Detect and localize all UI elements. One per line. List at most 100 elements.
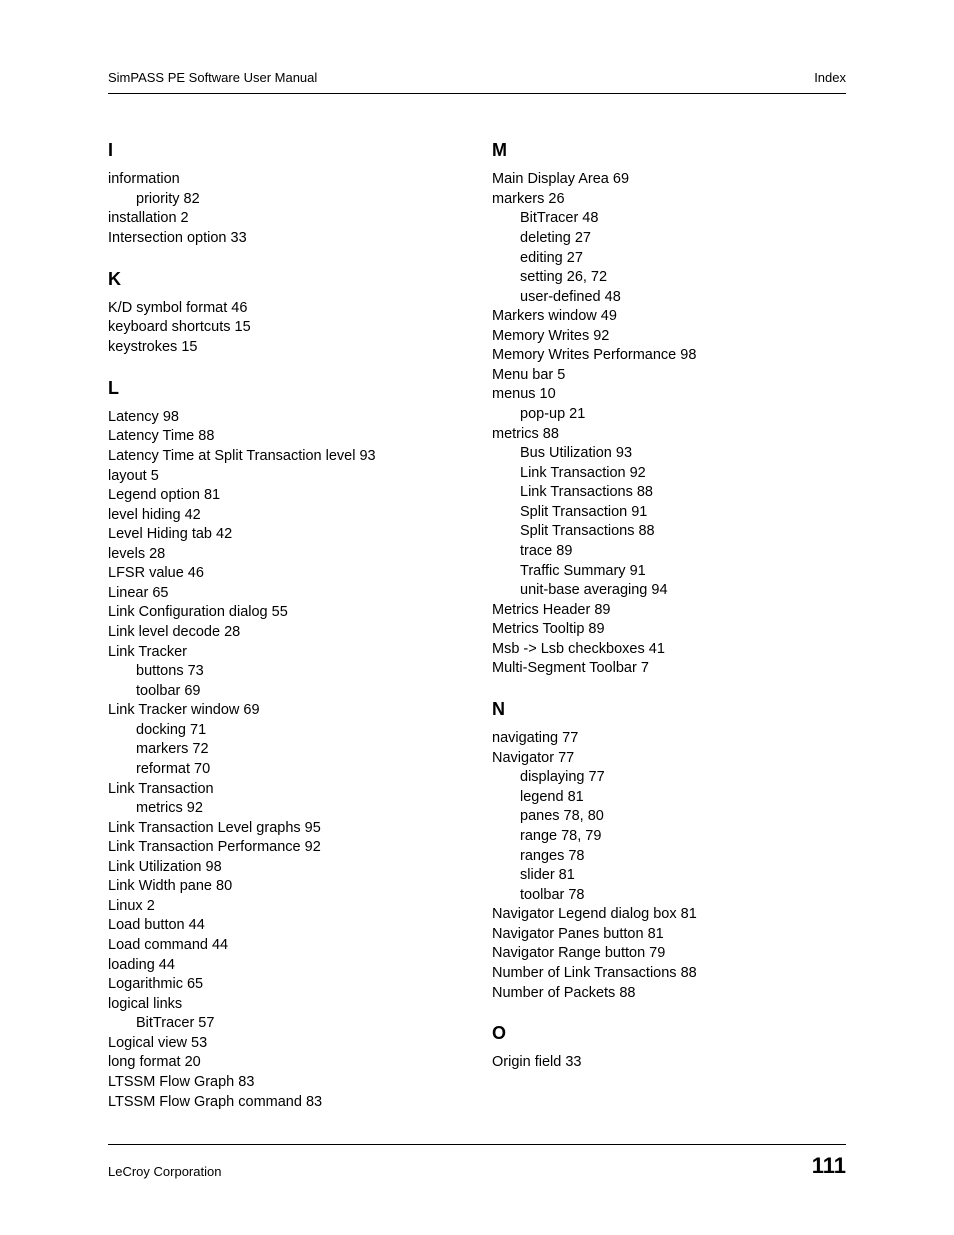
index-entry: navigating 77 [492,729,846,749]
running-header: SimPASS PE Software User Manual Index [108,70,846,94]
index-entry: LTSSM Flow Graph command 83 [108,1093,462,1113]
index-entry: Intersection option 33 [108,229,462,249]
index-entry: Latency 98 [108,408,462,428]
index-subentry: trace 89 [492,542,846,562]
index-entry: keyboard shortcuts 15 [108,318,462,338]
index-entry: Link Configuration dialog 55 [108,603,462,623]
index-entry: Memory Writes Performance 98 [492,346,846,366]
index-entry: Memory Writes 92 [492,327,846,347]
index-entry: Origin field 33 [492,1053,846,1073]
index-entry: loading 44 [108,956,462,976]
index-entry: Link Width pane 80 [108,877,462,897]
index-entry: Link Transaction Performance 92 [108,838,462,858]
index-entry: installation 2 [108,209,462,229]
index-entry: Link Tracker [108,643,462,663]
index-entry: Link Transaction Level graphs 95 [108,819,462,839]
index-subentry: Link Transactions 88 [492,483,846,503]
index-entry: Latency Time 88 [108,427,462,447]
index-entry: LTSSM Flow Graph 83 [108,1073,462,1093]
index-entry: Markers window 49 [492,307,846,327]
index-entry: keystrokes 15 [108,338,462,358]
index-entry: long format 20 [108,1053,462,1073]
index-column-left: Iinformationpriority 82installation 2Int… [108,138,462,1112]
index-subentry: range 78, 79 [492,827,846,847]
header-left: SimPASS PE Software User Manual [108,70,317,85]
index-entry: Multi-Segment Toolbar 7 [492,659,846,679]
index-entry: Latency Time at Split Transaction level … [108,447,462,467]
index-entry: information [108,170,462,190]
header-right: Index [814,70,846,85]
index-subentry: pop-up 21 [492,405,846,425]
index-subentry: priority 82 [108,190,462,210]
index-entry: Logical view 53 [108,1034,462,1054]
index-subentry: toolbar 78 [492,886,846,906]
index-entry: Link Transaction [108,780,462,800]
index-column-right: M Main Display Area 69markers 26BitTracer… [492,138,846,1112]
index-columns: Iinformationpriority 82installation 2Int… [108,138,846,1112]
index-entry: metrics 88 [492,425,846,445]
index-subentry: toolbar 69 [108,682,462,702]
running-footer: LeCroy Corporation 111 [108,1144,846,1179]
index-subentry: Split Transaction 91 [492,503,846,523]
index-entry: Metrics Tooltip 89 [492,620,846,640]
page-number: 111 [812,1153,846,1179]
index-entry: Metrics Header 89 [492,601,846,621]
index-entry: Number of Link Transactions 88 [492,964,846,984]
index-entry: Main Display Area 69 [492,170,846,190]
index-entry: markers 26 [492,190,846,210]
index-subentry: BitTracer 57 [108,1014,462,1034]
footer-left: LeCroy Corporation [108,1164,221,1179]
index-subentry: docking 71 [108,721,462,741]
index-entry: Logarithmic 65 [108,975,462,995]
index-entry: Linear 65 [108,584,462,604]
index-subentry: user-defined 48 [492,288,846,308]
index-entry: layout 5 [108,467,462,487]
index-entry: Navigator 77 [492,749,846,769]
index-subentry: metrics 92 [108,799,462,819]
index-entry: Navigator Legend dialog box 81 [492,905,846,925]
index-entry: Menu bar 5 [492,366,846,386]
index-subentry: buttons 73 [108,662,462,682]
index-subentry: reformat 70 [108,760,462,780]
index-entry: Navigator Range button 79 [492,944,846,964]
index-subentry: Split Transactions 88 [492,522,846,542]
section-letter: L [108,376,462,400]
index-entry: Legend option 81 [108,486,462,506]
index-subentry: setting 26, 72 [492,268,846,288]
index-subentry: editing 27 [492,249,846,269]
index-entry: LFSR value 46 [108,564,462,584]
index-entry: Load command 44 [108,936,462,956]
index-subentry: ranges 78 [492,847,846,867]
index-entry: Link Utilization 98 [108,858,462,878]
index-entry: Linux 2 [108,897,462,917]
section-letter: N [492,697,846,721]
index-subentry: displaying 77 [492,768,846,788]
index-subentry: unit-base averaging 94 [492,581,846,601]
section-letter: I [108,138,462,162]
index-entry: menus 10 [492,385,846,405]
index-entry: Msb -> Lsb checkboxes 41 [492,640,846,660]
index-entry: Level Hiding tab 42 [108,525,462,545]
index-entry: Number of Packets 88 [492,984,846,1004]
index-subentry: deleting 27 [492,229,846,249]
index-entry: Navigator Panes button 81 [492,925,846,945]
index-subentry: markers 72 [108,740,462,760]
index-subentry: legend 81 [492,788,846,808]
section-letter: M [492,138,846,162]
section-letter: K [108,267,462,291]
index-subentry: panes 78, 80 [492,807,846,827]
index-entry: Link Tracker window 69 [108,701,462,721]
index-subentry: slider 81 [492,866,846,886]
index-entry: level hiding 42 [108,506,462,526]
index-entry: Link level decode 28 [108,623,462,643]
index-entry: K/D symbol format 46 [108,299,462,319]
index-subentry: Link Transaction 92 [492,464,846,484]
page: SimPASS PE Software User Manual Index Ii… [0,0,954,1235]
index-subentry: Traffic Summary 91 [492,562,846,582]
index-subentry: BitTracer 48 [492,209,846,229]
section-letter: O [492,1021,846,1045]
index-entry: levels 28 [108,545,462,565]
index-entry: Load button 44 [108,916,462,936]
index-entry: logical links [108,995,462,1015]
index-subentry: Bus Utilization 93 [492,444,846,464]
